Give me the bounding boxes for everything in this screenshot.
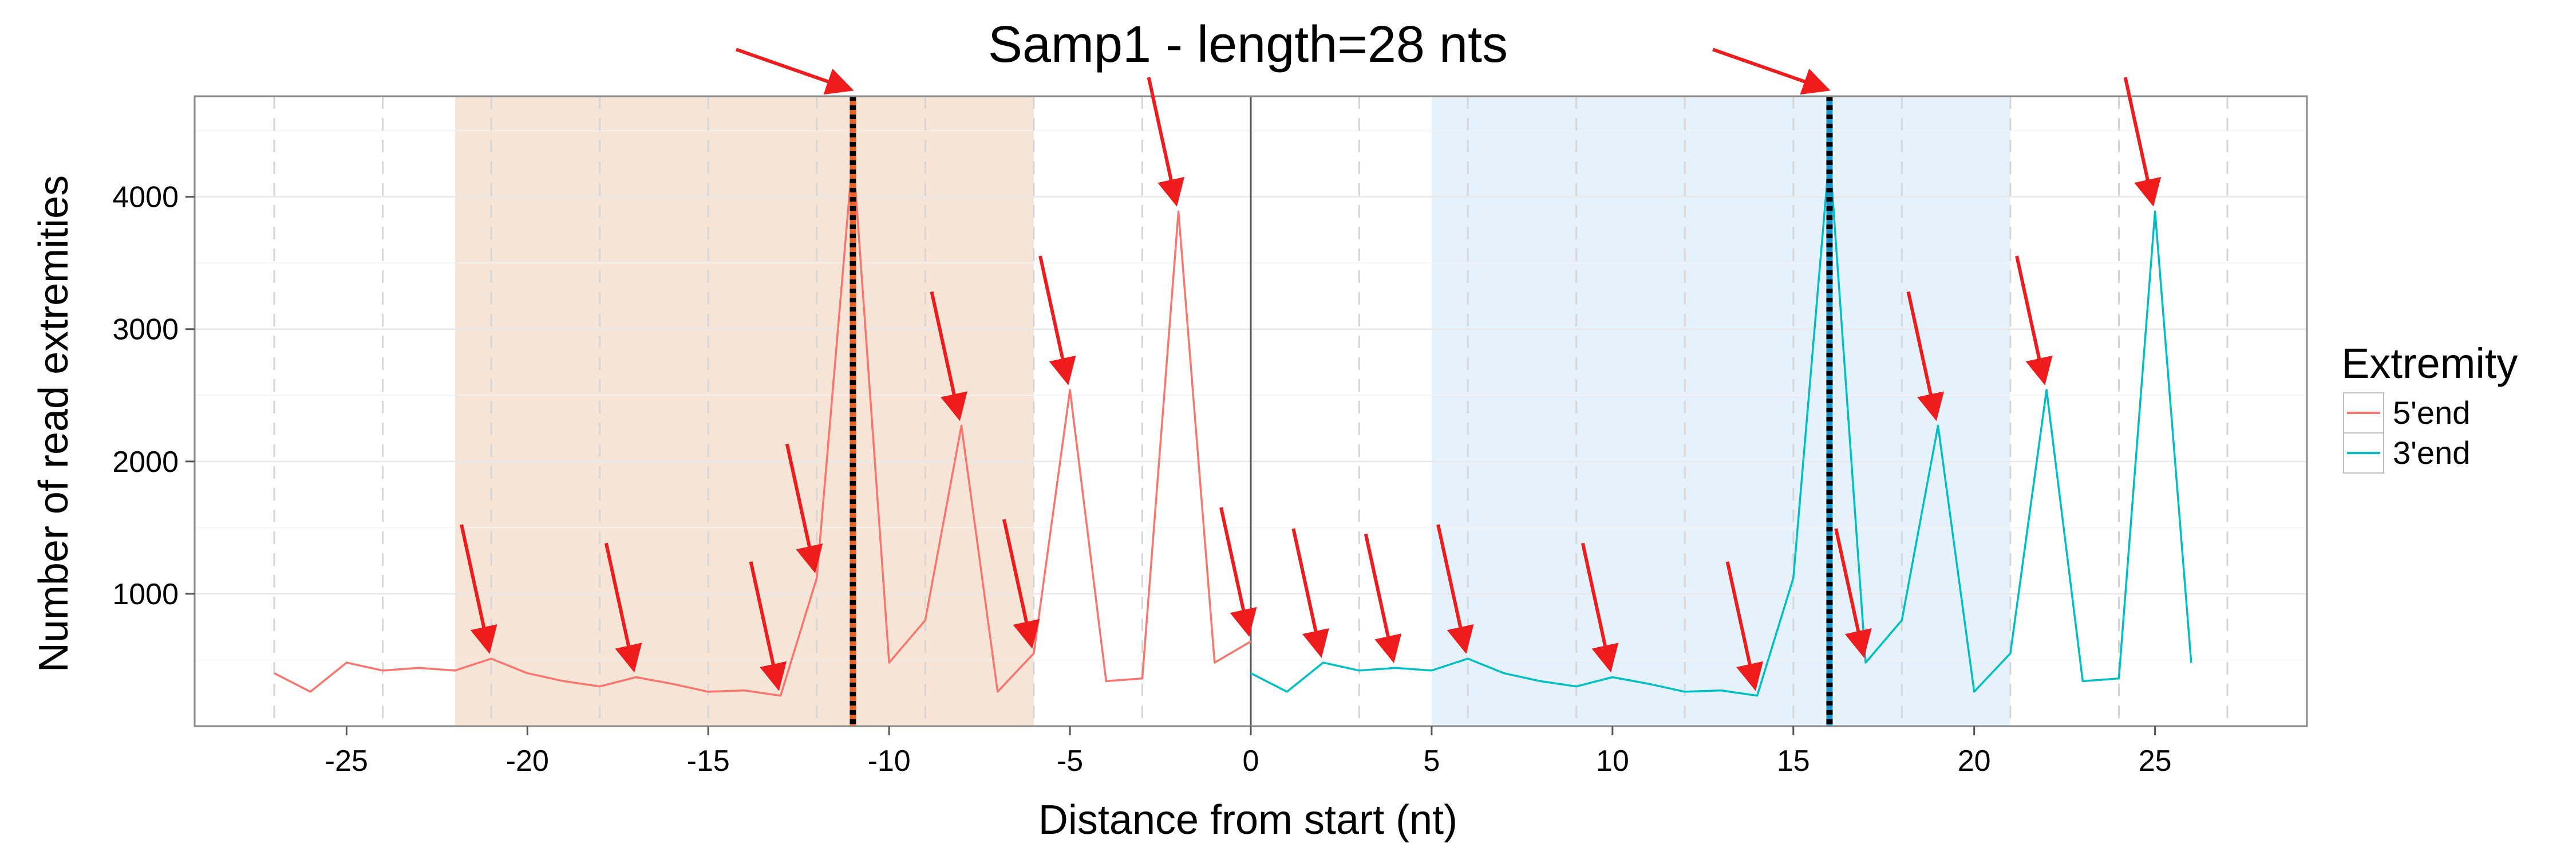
x-tick-label: -20 [506,744,549,778]
shaded-region-2 [1431,96,2010,726]
legend: Extremity 5'end 3'end [2341,340,2518,474]
y-tick-label: 1000 [112,578,179,611]
annotation-arrow [1219,507,1257,637]
x-tick-label: -25 [325,744,368,778]
annotation-arrow [2015,255,2053,385]
x-tick-label: 0 [1243,744,1259,778]
x-tick-label: -10 [868,744,911,778]
legend-label: 3'end [2393,435,2470,471]
x-tick-label: -5 [1057,744,1083,778]
x-axis-title: Distance from start (nt) [1038,797,1457,843]
annotation-arrow [749,561,787,691]
annotation-arrow [1147,77,1185,207]
x-tick-label: 5 [1423,744,1440,778]
y-tick-label: 4000 [112,181,179,214]
y-axis-title: Number of read extremities [31,175,77,672]
annotation-arrow [1906,291,1945,421]
x-tick-label: -15 [687,744,730,778]
annotation-arrow [1581,542,1619,673]
annotation-arrow [1002,519,1040,649]
annotation-arrow [1436,524,1474,655]
annotation-arrow [930,291,968,421]
plot-area: -25 -20 -15 -10 -5 0 5 10 15 20 25 1000 2000 3000 4000 [112,48,2308,778]
annotation-arrow [1712,48,1831,95]
annotation-arrow [735,48,854,95]
series-line-five-prime [274,152,1251,697]
x-tick-label: 25 [2139,744,2172,778]
annotation-arrow [785,443,823,574]
annotation-arrow [1725,561,1764,691]
annotation-arrow [1364,533,1402,664]
annotation-arrow [1038,255,1076,385]
legend-title: Extremity [2341,340,2518,387]
series-line-three-prime [1250,152,2192,697]
shaded-region-1 [455,96,1034,726]
annotation-arrow [460,524,497,655]
annotation-arrow [1834,528,1872,658]
annotation-arrow [2123,77,2162,207]
x-tick-label: 10 [1596,744,1629,778]
x-tick-label: 15 [1777,744,1810,778]
x-tick-label: 20 [1958,744,1991,778]
y-tick-label: 2000 [112,446,179,479]
chart-title: Samp1 - length=28 nts [988,16,1508,73]
annotation-arrow [604,542,642,673]
legend-label: 5'end [2393,395,2470,431]
annotation-arrow [1291,528,1329,658]
y-tick-label: 3000 [112,313,179,346]
